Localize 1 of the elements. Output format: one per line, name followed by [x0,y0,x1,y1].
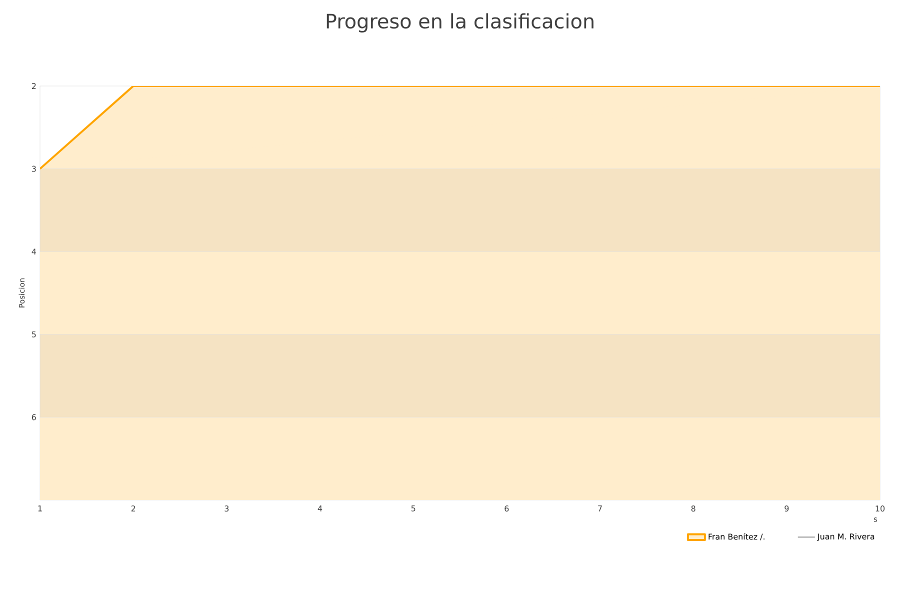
chart-title: Progreso en la clasificacion [326,13,594,32]
